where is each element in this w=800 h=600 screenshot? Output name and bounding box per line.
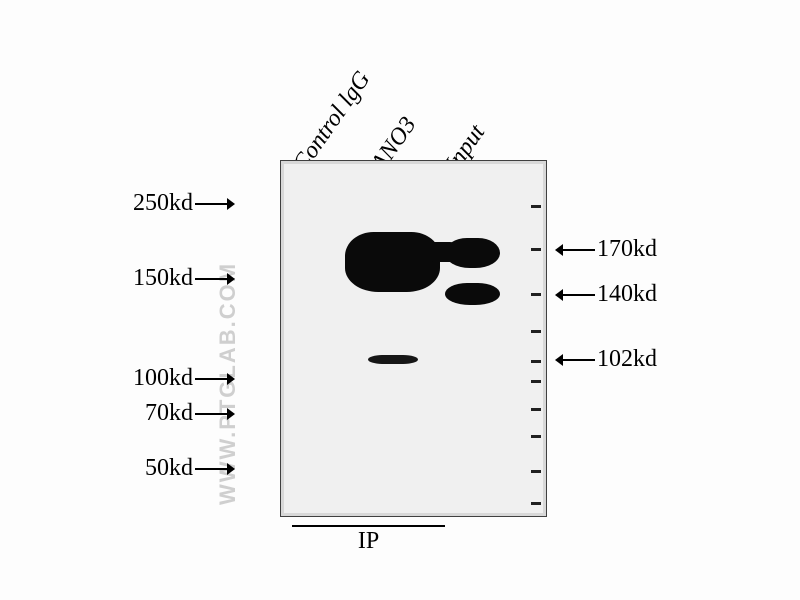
figure-container: WWW.PTGLAB.COM Control lgG ANO3 Input 25… bbox=[0, 0, 800, 600]
band-input-170 bbox=[445, 238, 500, 268]
ip-bracket bbox=[292, 525, 445, 527]
arrow-right-icon bbox=[193, 461, 235, 477]
mw-left-50: 50kd bbox=[55, 455, 235, 482]
blot-membrane bbox=[280, 160, 547, 517]
arrow-right-icon bbox=[193, 371, 235, 387]
mw-left-100: 100kd bbox=[55, 365, 235, 392]
ladder-tick bbox=[531, 293, 541, 296]
mw-right-label: 140kd bbox=[597, 281, 657, 307]
ladder-tick bbox=[531, 435, 541, 438]
blot-inner bbox=[284, 164, 543, 513]
band-ano3-102 bbox=[368, 355, 418, 364]
arrow-left-icon bbox=[555, 242, 597, 258]
mw-right-label: 170kd bbox=[597, 236, 657, 262]
mw-right-102: 102kd bbox=[555, 346, 755, 373]
ip-label: IP bbox=[292, 528, 445, 555]
mw-left-label: 100kd bbox=[133, 365, 193, 391]
ladder-tick bbox=[531, 205, 541, 208]
arrow-left-icon bbox=[555, 352, 597, 368]
mw-left-label: 70kd bbox=[145, 400, 193, 426]
band-input-140 bbox=[445, 283, 500, 305]
arrow-right-icon bbox=[193, 271, 235, 287]
mw-right-140: 140kd bbox=[555, 281, 755, 308]
band-ano3-upper bbox=[345, 232, 440, 292]
mw-left-70: 70kd bbox=[55, 400, 235, 427]
arrow-left-icon bbox=[555, 287, 597, 303]
mw-right-label: 102kd bbox=[597, 346, 657, 372]
ladder-tick bbox=[531, 330, 541, 333]
mw-left-label: 250kd bbox=[133, 190, 193, 216]
ladder-tick bbox=[531, 360, 541, 363]
mw-left-250: 250kd bbox=[55, 190, 235, 217]
mw-left-label: 50kd bbox=[145, 455, 193, 481]
mw-left-label: 150kd bbox=[133, 265, 193, 291]
mw-right-170: 170kd bbox=[555, 236, 755, 263]
ladder-tick bbox=[531, 408, 541, 411]
arrow-right-icon bbox=[193, 406, 235, 422]
mw-left-150: 150kd bbox=[55, 265, 235, 292]
ladder-tick bbox=[531, 248, 541, 251]
ladder-tick bbox=[531, 470, 541, 473]
ladder-tick bbox=[531, 380, 541, 383]
ladder-tick bbox=[531, 502, 541, 505]
arrow-right-icon bbox=[193, 196, 235, 212]
